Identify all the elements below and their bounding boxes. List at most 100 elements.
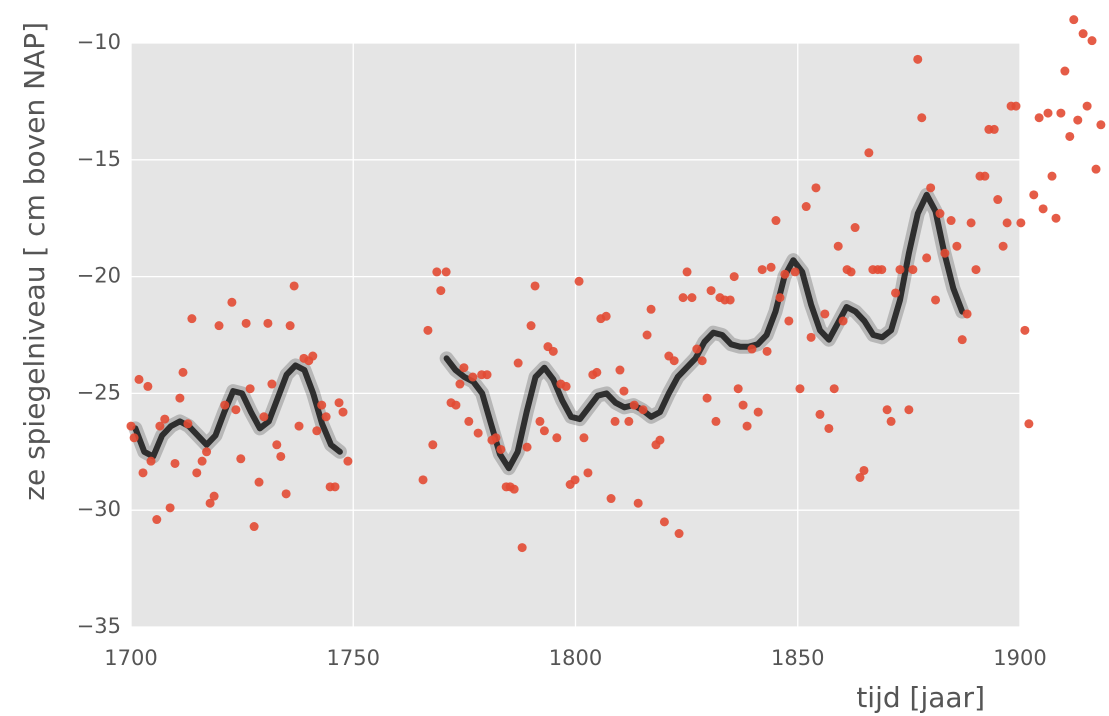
point: [886, 416, 896, 426]
point: [784, 316, 794, 326]
x-tick-label: 1800: [549, 646, 602, 670]
point: [917, 113, 927, 123]
point: [197, 456, 207, 466]
point: [952, 241, 962, 251]
point: [824, 423, 834, 433]
point: [334, 398, 344, 408]
point: [214, 321, 224, 331]
point: [539, 426, 549, 436]
point: [1038, 204, 1048, 214]
point: [165, 503, 175, 513]
point: [192, 468, 202, 478]
point: [259, 412, 269, 422]
point: [451, 400, 461, 410]
point: [183, 419, 193, 429]
point: [692, 344, 702, 354]
point: [601, 311, 611, 321]
point: [624, 416, 634, 426]
point: [629, 400, 639, 410]
point: [423, 325, 433, 335]
point: [241, 318, 251, 328]
point: [922, 253, 932, 263]
x-tick-label: 1700: [104, 646, 157, 670]
point: [1043, 108, 1053, 118]
point: [1051, 213, 1061, 223]
point: [526, 321, 536, 331]
point: [160, 414, 170, 424]
point: [957, 335, 967, 345]
point: [1073, 115, 1083, 125]
point: [687, 293, 697, 303]
point: [820, 309, 830, 319]
point: [513, 358, 523, 368]
y-tick-label: −15: [77, 147, 121, 171]
point: [1024, 419, 1034, 429]
point: [1034, 113, 1044, 123]
point: [762, 346, 772, 356]
point: [143, 381, 153, 391]
point: [459, 363, 469, 373]
point: [138, 468, 148, 478]
point: [780, 269, 790, 279]
point: [855, 472, 865, 482]
point: [659, 517, 669, 527]
point: [674, 529, 684, 539]
point: [1016, 218, 1026, 228]
point: [806, 332, 816, 342]
point: [134, 374, 144, 384]
point: [946, 216, 956, 226]
point: [570, 475, 580, 485]
point: [321, 412, 331, 422]
point: [766, 262, 776, 272]
point: [175, 393, 185, 403]
point: [231, 405, 241, 415]
point: [697, 356, 707, 366]
point: [418, 475, 428, 485]
trend-line: [132, 191, 966, 472]
y-axis-label: ze spiegelniveau [ cm boven NAP]: [18, 22, 51, 501]
point: [146, 456, 156, 466]
point: [330, 482, 340, 492]
point: [775, 293, 785, 303]
point: [642, 330, 652, 340]
point: [317, 400, 327, 410]
point: [733, 384, 743, 394]
point: [811, 183, 821, 193]
point: [343, 456, 353, 466]
point: [615, 365, 625, 375]
point: [669, 356, 679, 366]
point: [1056, 108, 1066, 118]
point: [846, 267, 856, 277]
point: [202, 447, 212, 457]
point: [729, 272, 739, 282]
point: [281, 489, 291, 499]
point: [877, 265, 887, 275]
point: [530, 281, 540, 291]
x-tick-label: 1750: [327, 646, 380, 670]
point: [205, 498, 215, 508]
point: [989, 124, 999, 134]
point: [908, 265, 918, 275]
point: [592, 367, 602, 377]
point: [1002, 218, 1012, 228]
point: [170, 458, 180, 468]
point: [998, 241, 1008, 251]
point: [859, 465, 869, 475]
point: [895, 265, 905, 275]
point: [1091, 164, 1101, 174]
point: [187, 314, 197, 324]
point: [833, 241, 843, 251]
point: [294, 421, 304, 431]
point: [338, 407, 348, 417]
point: [725, 295, 735, 305]
point: [904, 405, 914, 415]
point: [790, 267, 800, 277]
point: [509, 484, 519, 494]
point: [1060, 66, 1070, 76]
point: [468, 372, 478, 382]
point: [285, 321, 295, 331]
point: [289, 281, 299, 291]
point: [428, 440, 438, 450]
point: [276, 451, 286, 461]
point: [795, 384, 805, 394]
